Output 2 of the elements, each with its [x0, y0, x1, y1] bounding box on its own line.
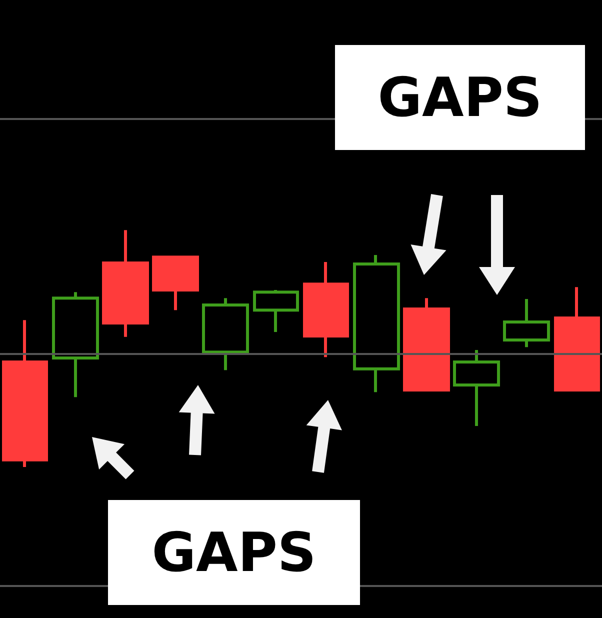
text: GAPS	[378, 66, 542, 129]
text: GAPS	[152, 521, 316, 584]
